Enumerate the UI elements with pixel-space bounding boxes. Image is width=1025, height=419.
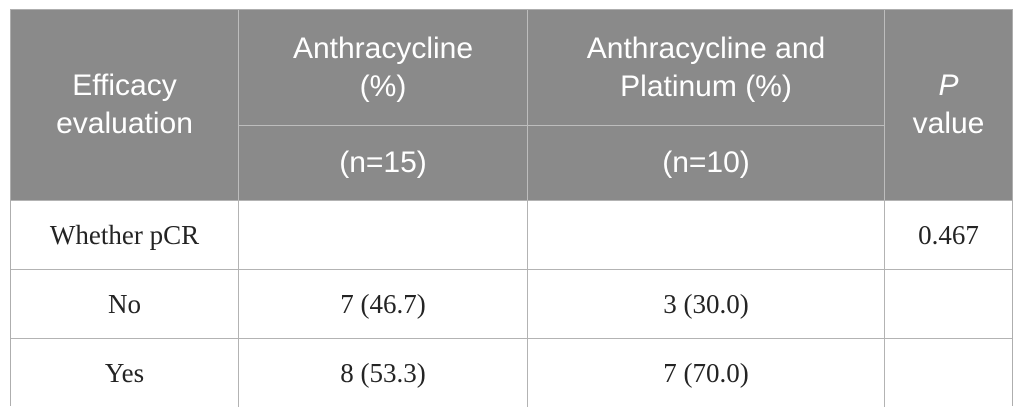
p-value-label: value — [912, 107, 985, 140]
row-label-no: No — [11, 269, 238, 338]
row-label-yes: Yes — [11, 338, 238, 407]
table-body: Whether pCR 0.467 No 7 (46.7) 3 (30.0) Y… — [11, 200, 1012, 407]
table-cell — [238, 200, 527, 269]
table-cell-p-value — [884, 338, 1012, 407]
table-cell: 7 (46.7) — [238, 269, 527, 338]
header-cell-n10: (n=10) — [527, 126, 884, 200]
header-cell-n15: (n=15) — [238, 126, 527, 200]
table-cell: 3 (30.0) — [527, 269, 884, 338]
table-cell-p-value: 0.467 — [884, 200, 1012, 269]
efficacy-evaluation-table: Efficacy evaluation Anthracycline (%) An… — [10, 9, 1013, 407]
header-cell-efficacy-evaluation: Efficacy evaluation — [56, 69, 193, 140]
row-label-whether-pcr: Whether pCR — [11, 200, 238, 269]
header-cell-anthracycline-platinum: Anthracycline and Platinum (%) — [527, 10, 884, 126]
table-cell-p-value — [884, 269, 1012, 338]
p-value-italic-p: P — [938, 69, 959, 102]
table-cell: 7 (70.0) — [527, 338, 884, 407]
table-cell: 8 (53.3) — [238, 338, 527, 407]
table-header: Efficacy evaluation Anthracycline (%) An… — [11, 10, 1012, 200]
header-cell-p-value: P value — [884, 10, 1012, 200]
table-cell — [527, 200, 884, 269]
header-cell-anthracycline: Anthracycline (%) — [238, 10, 527, 126]
